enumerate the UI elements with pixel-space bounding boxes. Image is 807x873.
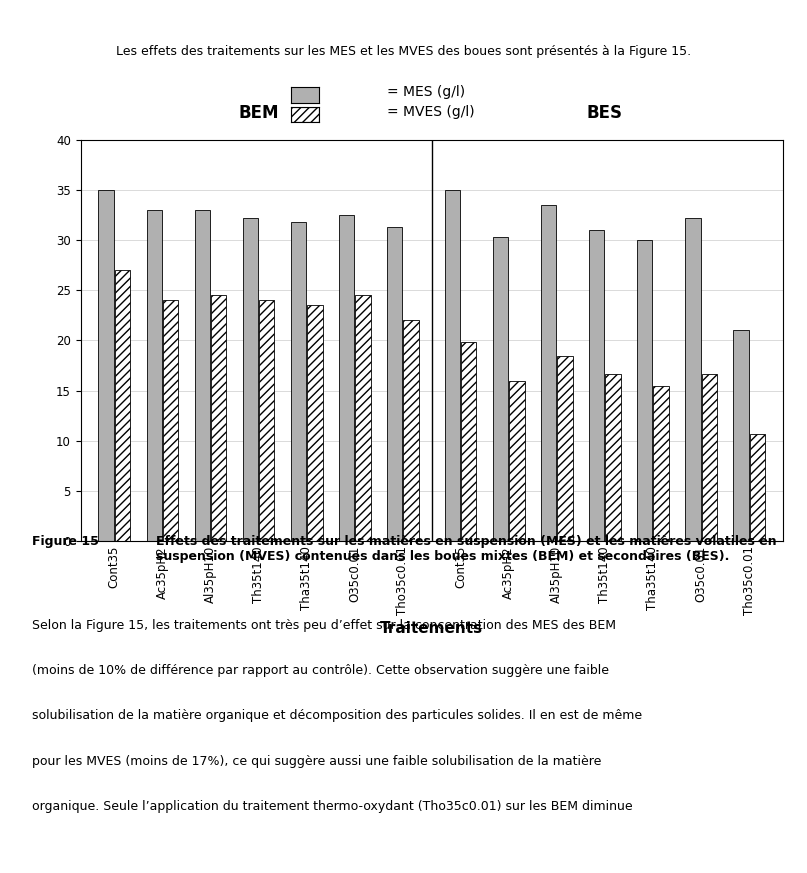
Text: Effets des traitements sur les matières en suspension (MES) et les matières vola: Effets des traitements sur les matières …	[156, 535, 776, 563]
Text: Les effets des traitements sur les MES et les MVES des boues sont présentés à la: Les effets des traitements sur les MES e…	[116, 45, 691, 58]
Bar	[404, 320, 419, 541]
Bar	[307, 306, 323, 541]
Text: organique. Seule l’application du traitement thermo-oxydant (Tho35c0.01) sur les: organique. Seule l’application du traite…	[31, 800, 632, 813]
Bar	[461, 342, 476, 541]
Bar	[734, 330, 749, 541]
X-axis label: Traitements: Traitements	[380, 621, 483, 636]
Bar	[445, 189, 460, 541]
Bar	[259, 300, 274, 541]
Bar	[750, 434, 765, 541]
Bar	[291, 222, 306, 541]
Bar	[605, 374, 621, 541]
Text: BEM: BEM	[238, 104, 279, 121]
Bar	[541, 205, 556, 541]
Text: Selon la Figure 15, les traitements ont très peu d’effet sur la concentration de: Selon la Figure 15, les traitements ont …	[31, 619, 616, 632]
Text: solubilisation de la matière organique et décomposition des particules solides. : solubilisation de la matière organique e…	[31, 709, 642, 722]
Text: (moins de 10% de différence par rapport au contrôle). Cette observation suggère : (moins de 10% de différence par rapport …	[31, 664, 608, 677]
Bar	[654, 386, 669, 541]
Bar	[637, 240, 653, 541]
Bar	[98, 189, 114, 541]
Text: = MES (g/l): = MES (g/l)	[387, 85, 466, 99]
Bar	[493, 237, 508, 541]
Bar	[509, 381, 525, 541]
Text: Figure 15: Figure 15	[31, 535, 98, 548]
Text: BES: BES	[587, 104, 623, 121]
Bar	[387, 227, 403, 541]
Bar	[339, 215, 354, 541]
Bar	[355, 295, 370, 541]
Bar	[558, 355, 573, 541]
Text: = MVES (g/l): = MVES (g/l)	[387, 105, 475, 119]
Bar	[589, 230, 604, 541]
Bar	[194, 210, 210, 541]
Bar	[115, 270, 130, 541]
Bar	[163, 300, 178, 541]
Bar	[211, 295, 227, 541]
Bar	[243, 218, 258, 541]
Text: pour les MVES (moins de 17%), ce qui suggère aussi une faible solubilisation de : pour les MVES (moins de 17%), ce qui sug…	[31, 754, 601, 767]
Bar	[147, 210, 162, 541]
Bar	[701, 374, 717, 541]
Bar	[685, 218, 700, 541]
